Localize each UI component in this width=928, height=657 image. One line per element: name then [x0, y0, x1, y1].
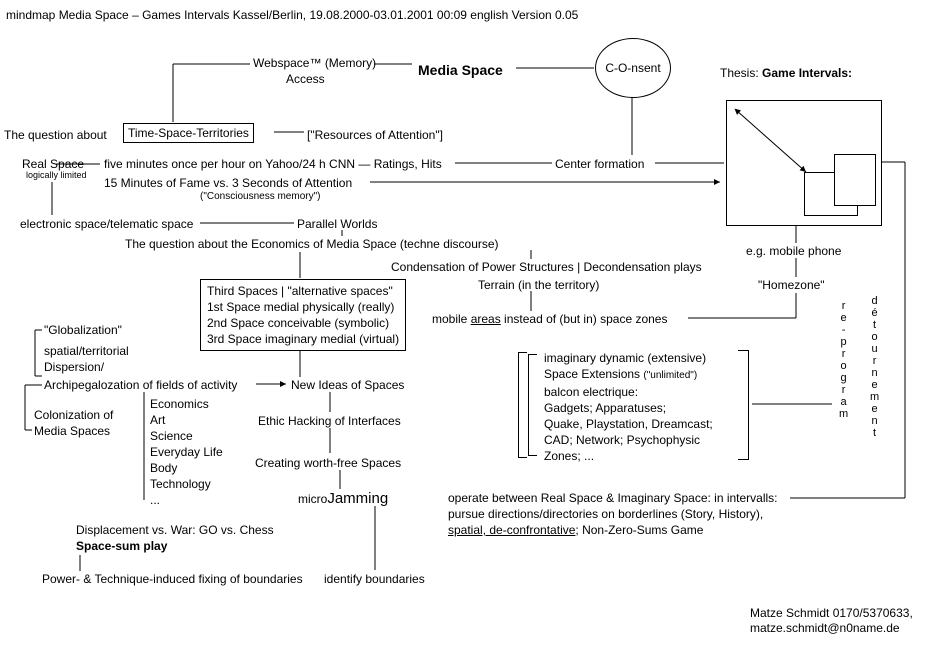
- label-creating-worth: Creating worth-free Spaces: [255, 456, 401, 470]
- label-colonization1: Colonization of: [34, 408, 113, 422]
- third-spaces-box: Third Spaces | "alternative spaces" 1st …: [200, 279, 406, 351]
- label-new-ideas: New Ideas of Spaces: [291, 378, 404, 392]
- label-access: Access: [286, 72, 325, 86]
- label-colonization2: Media Spaces: [34, 424, 110, 438]
- vertical-detournement: détournement: [870, 295, 879, 439]
- label-archipegalozation: Archipegalozation of fields of activity: [44, 378, 237, 392]
- label-mobile-areas: mobile areas instead of (but in) space z…: [432, 312, 667, 326]
- label-webspace: Webspace™ (Memory): [253, 56, 376, 70]
- label-power-technique: Power- & Technique-induced fixing of bou…: [42, 572, 303, 586]
- label-dispersion: Dispersion/: [44, 360, 104, 374]
- label-thesis: Thesis: Game Intervals:: [720, 66, 852, 80]
- label-question-about: The question about: [4, 128, 107, 142]
- footer: Matze Schmidt 0170/5370633, matze.schmid…: [750, 606, 913, 636]
- label-consciousness: ("Consciousness memory"): [200, 191, 320, 202]
- label-mobile-phone: e.g. mobile phone: [746, 244, 841, 258]
- label-consent: C-O-nsent: [605, 61, 660, 75]
- label-center-formation: Center formation: [555, 157, 644, 171]
- label-microjamming: microJamming: [298, 490, 388, 507]
- label-ethic-hacking: Ethic Hacking of Interfaces: [258, 414, 401, 428]
- label-displacement: Displacement vs. War: GO vs. Chess: [76, 523, 274, 537]
- box-tst: Time-Space-Territories: [123, 123, 254, 143]
- label-parallel: Parallel Worlds: [297, 217, 377, 231]
- connector-lines: [0, 0, 928, 657]
- label-five-min: five minutes once per hour on Yahoo/24 h…: [104, 157, 442, 171]
- operate-block: operate between Real Space & Imaginary S…: [448, 490, 778, 538]
- label-economics-q: The question about the Economics of Medi…: [125, 237, 499, 251]
- bracket-l-2: [528, 354, 537, 456]
- label-resources: ["Resources of Attention"]: [307, 128, 443, 142]
- label-electronic: electronic space/telematic space: [20, 217, 193, 231]
- bracket-r-1: [738, 350, 749, 460]
- fields-list: Economics Art Science Everyday Life Body…: [150, 396, 223, 508]
- label-real-space: Real Space: [22, 157, 84, 171]
- consent-circle: C-O-nsent: [595, 38, 671, 98]
- bracket-l-1: [518, 352, 527, 458]
- label-fifteen: 15 Minutes of Fame vs. 3 Seconds of Atte…: [104, 176, 352, 190]
- vertical-reprogram: re-program: [839, 300, 848, 420]
- label-globalization: "Globalization": [44, 323, 122, 337]
- label-spatial-territorial: spatial/territorial: [44, 344, 129, 358]
- label-identify: identify boundaries: [324, 572, 425, 586]
- label-media-space: Media Space: [418, 62, 503, 78]
- label-condensation: Condensation of Power Structures | Decon…: [391, 260, 702, 274]
- label-logically-limited: logically limited: [26, 170, 87, 180]
- thesis-inner-box-2: [834, 154, 876, 206]
- bracket-list: imaginary dynamic (extensive) Space Exte…: [544, 350, 713, 464]
- label-homezone: "Homezone": [758, 278, 825, 292]
- label-terrain: Terrain (in the territory): [478, 278, 599, 292]
- page-title: mindmap Media Space – Games Intervals Ka…: [6, 8, 578, 22]
- label-space-sum: Space-sum play: [76, 539, 167, 553]
